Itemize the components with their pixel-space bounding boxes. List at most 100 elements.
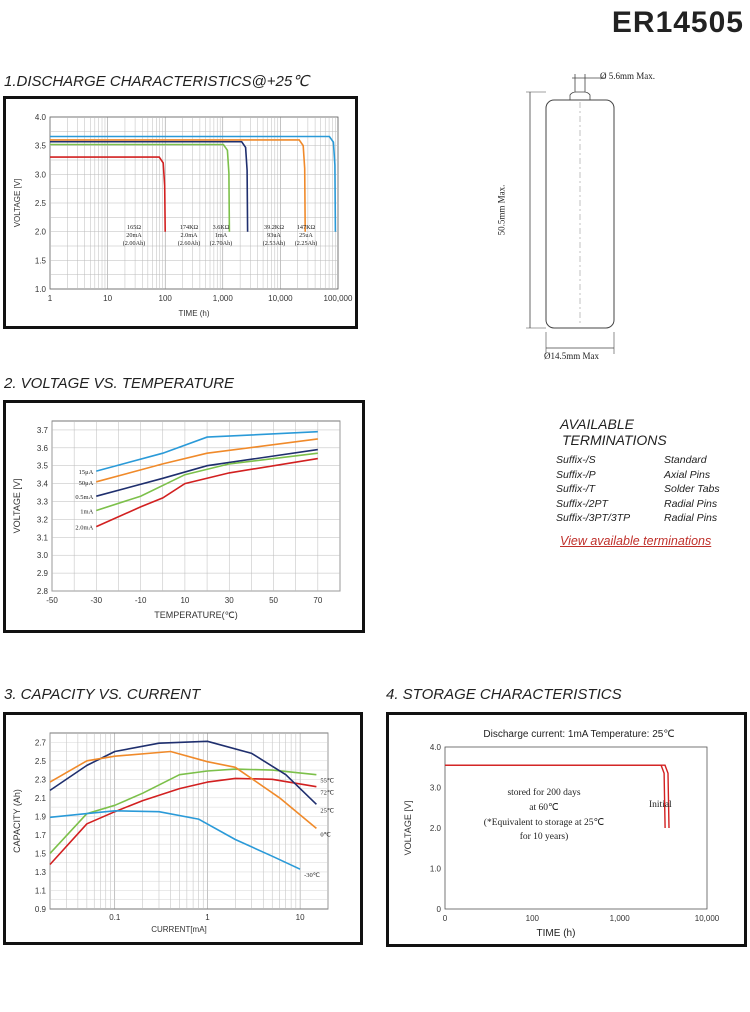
- discharge-chart: 1.0 1.5 2.0 2.5 3.0 3.5 4.0 1 10 100 1,000 10,000 10…: [13, 113, 353, 318]
- termination-type: Standard: [664, 454, 707, 466]
- storage-annotation: for 10 years): [520, 831, 569, 842]
- top-diameter-label: Ø 5.6mm Max.: [600, 71, 655, 81]
- voltage-temp-chart-frame: 2.8 2.9 3.0 3.1 3.2 3.3 3.4 3.5 3.6 3.7 -50 -30 -10 1…: [3, 400, 365, 633]
- x-tick-label: 10,000: [268, 294, 293, 303]
- storage-annotation: at 60℃: [529, 803, 559, 813]
- discharge-series-line: [50, 156, 166, 232]
- storage-chart: Discharge current: 1mA Temperature: 25℃ 0…: [403, 729, 720, 939]
- y-tick-label: 2.0: [430, 824, 442, 833]
- series-label: 25℃: [320, 807, 335, 814]
- y-tick-label: 2.8: [37, 587, 49, 596]
- plot-area: [49, 732, 329, 910]
- x-tick-label: 0: [443, 914, 448, 923]
- discharge-series-line: [50, 140, 249, 232]
- termination-row: Suffix-/S Standard: [556, 454, 746, 469]
- temperature-series-line: [96, 448, 318, 497]
- x-tick-label: 1: [205, 913, 210, 922]
- x-tick-label: -10: [135, 596, 147, 605]
- termination-type: Radial Pins: [664, 497, 718, 510]
- length-label: 50.5mm Max.: [496, 184, 507, 236]
- series-label: -30℃: [304, 872, 321, 879]
- termination-row: Suffix-/T Solder Tabs: [556, 483, 746, 498]
- capacity-series-line: [49, 777, 317, 866]
- temperature-series-line: [96, 452, 318, 512]
- y-tick-label: 3.2: [37, 515, 49, 524]
- series-label: 15μA: [79, 469, 94, 476]
- y-tick-label: 1.7: [35, 831, 47, 840]
- x-axis-label: CURRENT[mA]: [151, 925, 207, 934]
- discharge-section-title: 1.DISCHARGE CHARACTERISTICS@+25℃: [4, 73, 310, 90]
- y-axis-label: VOLTAGE [V]: [13, 179, 22, 228]
- y-tick-label: 4.0: [430, 743, 442, 752]
- capacity-current-chart-frame: 0.9 1.1 1.3 1.5 1.7 1.9 2.1 2.3 2.5 2.7 0.1 1 10 CURR…: [3, 712, 363, 945]
- view-terminations-link[interactable]: View available terminations: [560, 533, 712, 548]
- y-axis-label: VOLTAGE [V]: [12, 479, 22, 534]
- y-axis-label: CAPACITY (Ah): [12, 789, 22, 853]
- y-tick-label: 2.7: [35, 738, 47, 747]
- x-axis-label: TIME (h): [178, 309, 209, 318]
- termination-type: Radial Pins: [664, 512, 718, 524]
- y-tick-label: 0.9: [35, 905, 47, 914]
- termination-suffix: Suffix-/P: [556, 468, 596, 481]
- y-tick-label: 3.0: [430, 784, 442, 793]
- terminations-heading-2: TERMINATIONS: [562, 432, 667, 448]
- y-tick-label: 1.5: [35, 256, 47, 265]
- termination-suffix: Suffix-/3PT/3TP: [556, 512, 631, 524]
- capacity-current-chart: 0.9 1.1 1.3 1.5 1.7 1.9 2.1 2.3 2.5 2.7 0.1 1 10 CURR…: [12, 732, 335, 934]
- y-tick-label: 3.5: [35, 142, 47, 151]
- series-label: 1mA: [80, 508, 93, 515]
- series-label: 0℃: [320, 831, 331, 838]
- discharge-chart-frame: 1.0 1.5 2.0 2.5 3.0 3.5 4.0 1 10 100 1,000 10,000 10…: [3, 96, 358, 329]
- terminations-panel: AVAILABLE TERMINATIONS Suffix-/S Standard…: [556, 416, 746, 548]
- diameter-label: Ø14.5mm Max: [544, 351, 599, 361]
- y-tick-label: 1.3: [35, 868, 47, 877]
- x-tick-label: 100,000: [324, 294, 353, 303]
- temperature-series-line: [95, 457, 318, 528]
- series-annotation: 3.6KΩ 1mA (2.70Ah): [210, 224, 233, 247]
- terminations-heading-1: AVAILABLE: [560, 416, 634, 432]
- battery-diagram: Ø 5.6mm Max. 50.5mm Max. Ø14.5mm Max: [496, 62, 670, 372]
- y-tick-label: 1.5: [35, 849, 47, 858]
- series-annotation: 39.2KΩ 93uA (2.53Ah): [263, 224, 286, 247]
- x-tick-label: -30: [91, 596, 103, 605]
- y-tick-label: 2.5: [35, 199, 47, 208]
- battery-drawing: [526, 74, 615, 354]
- series-annotation: 165Ω 20mA (2.00Ah): [123, 224, 146, 247]
- series-label: 2.0mA: [75, 525, 93, 532]
- chart-title: Discharge current: 1mA Temperature: 25℃: [483, 729, 674, 740]
- capacity-current-section-title: 3. CAPACITY VS. CURRENT: [4, 686, 201, 703]
- y-tick-label: 2.9: [37, 569, 49, 578]
- x-axis-label: TIME (h): [537, 928, 576, 939]
- y-tick-label: 1.0: [430, 865, 442, 874]
- x-tick-label: 70: [313, 596, 322, 605]
- series-label: 55℃: [320, 778, 335, 785]
- y-tick-label: 3.0: [35, 170, 47, 179]
- y-tick-label: 0: [437, 905, 442, 914]
- x-tick-label: 10,000: [695, 914, 720, 923]
- storage-chart-frame: Discharge current: 1mA Temperature: 25℃ 0…: [386, 712, 747, 947]
- y-tick-label: 1.9: [35, 812, 47, 821]
- plot-area: [444, 746, 708, 910]
- storage-annotation: stored for 200 days: [507, 787, 580, 798]
- y-tick-label: 1.1: [35, 886, 47, 895]
- voltage-temp-section-title: 2. VOLTAGE VS. TEMPERATURE: [4, 375, 235, 392]
- x-tick-label: 10: [103, 294, 112, 303]
- capacity-series-line: [49, 810, 301, 870]
- y-tick-label: 3.3: [37, 498, 49, 507]
- discharge-series-line: [50, 139, 306, 232]
- storage-series-line: [445, 764, 670, 829]
- temperature-series-line: [96, 430, 318, 472]
- series-label: 50μA: [79, 480, 94, 487]
- series-annotation: 147KΩ 25uA (2.25Ah): [295, 224, 318, 247]
- y-tick-label: 3.4: [37, 480, 49, 489]
- temperature-series-line: [96, 438, 318, 483]
- termination-row: Suffix-/P Axial Pins: [556, 469, 746, 484]
- x-tick-label: 1,000: [610, 914, 631, 923]
- termination-row: Suffix-/3PT/3TP Radial Pins: [556, 512, 746, 527]
- y-tick-label: 2.3: [35, 775, 47, 784]
- x-tick-label: 30: [225, 596, 234, 605]
- y-tick-label: 2.0: [35, 228, 47, 237]
- series-label: 0.5mA: [75, 494, 93, 501]
- y-axis-label: VOLTAGE [V]: [403, 801, 413, 856]
- x-tick-label: 100: [526, 914, 540, 923]
